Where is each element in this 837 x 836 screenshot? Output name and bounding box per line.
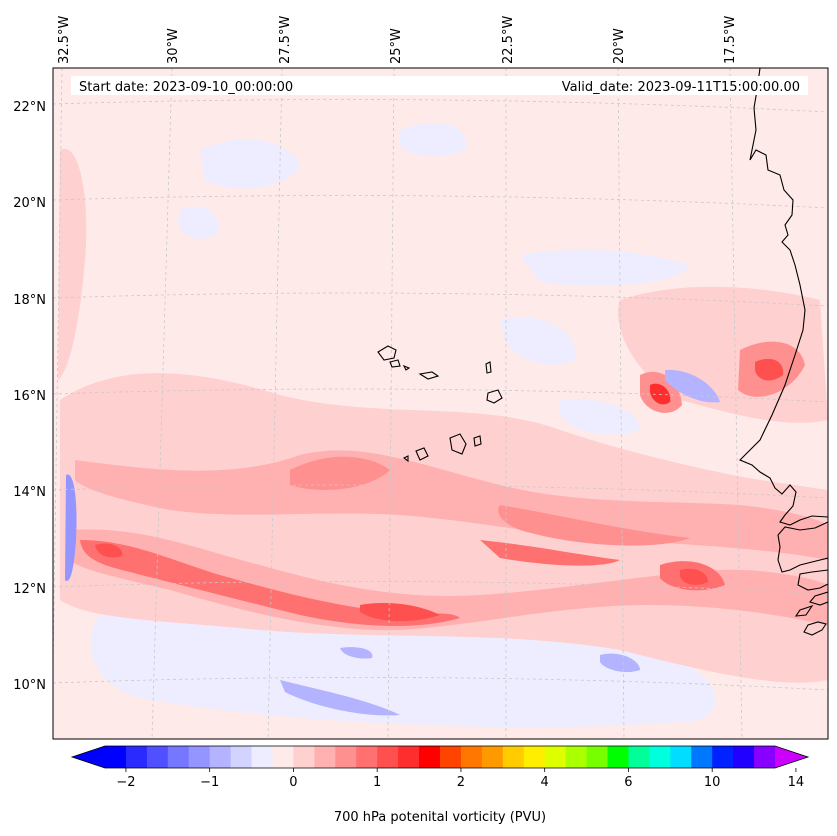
gridlines bbox=[53, 68, 828, 739]
colorbar-cell bbox=[377, 746, 399, 768]
colorbar-cell bbox=[335, 746, 357, 768]
colorbar: −2 −1 0 1 2 4 6 10 14 700 hPa potenital vorticit… bbox=[70, 745, 810, 825]
pv-negative-patch bbox=[200, 139, 300, 189]
pv-negative-patch bbox=[520, 249, 690, 286]
colorbar-tick-label: −2 bbox=[116, 775, 135, 790]
colorbar-cell bbox=[502, 746, 525, 768]
cape-verde-islands bbox=[377, 345, 503, 463]
pv-northern-band bbox=[290, 456, 390, 490]
lat-tick-label: 14°N bbox=[13, 485, 46, 500]
pv-negative-patch bbox=[560, 399, 640, 435]
colorbar-cell bbox=[356, 746, 378, 768]
colorbar-cell bbox=[733, 746, 755, 768]
colorbar-cell bbox=[293, 746, 315, 768]
pv-field bbox=[58, 122, 828, 728]
lat-tick-label: 12°N bbox=[13, 582, 46, 597]
colorbar-cell bbox=[628, 746, 650, 768]
colorbar-cell bbox=[481, 746, 504, 768]
colorbar-cell bbox=[188, 746, 211, 768]
colorbar-cell bbox=[460, 746, 483, 768]
pv-maximum bbox=[650, 383, 671, 405]
colorbar-cell bbox=[419, 746, 441, 768]
colorbar-cell bbox=[440, 746, 462, 768]
colorbar-under-arrow bbox=[72, 746, 105, 768]
map-frame bbox=[52, 67, 829, 740]
africa-coastline bbox=[739, 68, 828, 636]
colorbar-tick-label: 0 bbox=[289, 775, 297, 790]
date-info-box bbox=[71, 76, 808, 95]
start-date-text: Start date: 2023-09-10_00:00:00 bbox=[79, 80, 293, 95]
colorbar-cell bbox=[754, 746, 776, 768]
pv-minimum bbox=[65, 474, 77, 581]
lon-tick-label: 17.5°W bbox=[723, 16, 738, 64]
colorbar-cell bbox=[607, 746, 630, 768]
colorbar-outline bbox=[70, 745, 810, 769]
lat-tick-label: 10°N bbox=[13, 678, 46, 693]
valid-date-text: Valid_date: 2023-09-11T15:00:00.00 bbox=[562, 80, 800, 95]
pv-northern-band bbox=[498, 505, 690, 546]
colorbar-ticks: −2 −1 0 1 2 4 6 10 14 bbox=[116, 768, 804, 790]
pv-positive-region bbox=[58, 148, 87, 380]
colorbar-cell bbox=[712, 746, 734, 768]
pv-minimum bbox=[600, 653, 640, 673]
lat-tick-label: 16°N bbox=[13, 389, 46, 404]
pv-main-band bbox=[680, 568, 708, 585]
pv-maximum bbox=[755, 358, 784, 381]
colorbar-tick-label: 14 bbox=[788, 775, 805, 790]
colorbar-tick-label: 1 bbox=[373, 775, 381, 790]
lon-tick-label: 25°W bbox=[389, 28, 404, 64]
pv-negative-patch bbox=[400, 122, 466, 157]
pv-main-band bbox=[70, 529, 828, 631]
colorbar-cell bbox=[125, 746, 148, 768]
colorbar-cell bbox=[649, 746, 671, 768]
colorbar-cell bbox=[586, 746, 609, 768]
lon-tick-label: 22.5°W bbox=[501, 16, 516, 64]
colorbar-cell bbox=[523, 746, 546, 768]
colorbar-tick-label: 6 bbox=[624, 775, 632, 790]
lon-tick-label: 32.5°W bbox=[57, 16, 72, 64]
colorbar-cell bbox=[251, 746, 274, 768]
pv-negative-patch bbox=[500, 317, 576, 365]
pv-main-band bbox=[480, 540, 620, 566]
colorbar-cell bbox=[565, 746, 588, 768]
colorbar-cell bbox=[209, 746, 232, 768]
colorbar-over-arrow bbox=[775, 746, 808, 768]
latitude-labels: 22°N 20°N 18°N 16°N 14°N 12°N 10°N bbox=[13, 100, 46, 693]
pv-main-band bbox=[360, 603, 440, 622]
colorbar-label: 700 hPa potenital vorticity (PVU) bbox=[334, 810, 546, 825]
colorbar-cells bbox=[105, 746, 776, 768]
map-panel bbox=[53, 68, 828, 739]
lat-tick-label: 20°N bbox=[13, 196, 46, 211]
lat-tick-label: 18°N bbox=[13, 293, 46, 308]
colorbar-cell bbox=[691, 746, 713, 768]
colorbar-tick-label: 10 bbox=[704, 775, 721, 790]
colorbar-tick-label: −1 bbox=[200, 775, 219, 790]
colorbar-cell bbox=[146, 746, 169, 768]
pv-main-band bbox=[80, 540, 460, 626]
colorbar-cell bbox=[398, 746, 420, 768]
colorbar-cell bbox=[167, 746, 190, 768]
pv-main-band bbox=[95, 543, 123, 558]
colorbar-cell bbox=[105, 746, 127, 768]
colorbar-cell bbox=[544, 746, 567, 768]
colorbar-tick-label: 4 bbox=[541, 775, 549, 790]
longitude-labels: 32.5°W 30°W 27.5°W 25°W 22.5°W 20°W 17.5… bbox=[57, 16, 738, 64]
lon-tick-label: 30°W bbox=[166, 28, 181, 64]
pv-minimum bbox=[280, 680, 400, 716]
pv-negative-patch bbox=[178, 206, 219, 239]
lon-tick-label: 27.5°W bbox=[278, 16, 293, 64]
colorbar-cell bbox=[230, 746, 253, 768]
lon-tick-label: 20°W bbox=[612, 28, 627, 64]
colorbar-cell bbox=[670, 746, 692, 768]
pv-minimum bbox=[665, 369, 720, 403]
lat-tick-label: 22°N bbox=[13, 100, 46, 115]
colorbar-cell bbox=[314, 746, 336, 768]
pv-minimum bbox=[340, 647, 373, 659]
colorbar-tick-label: 2 bbox=[457, 775, 465, 790]
colorbar-cell bbox=[272, 746, 295, 768]
